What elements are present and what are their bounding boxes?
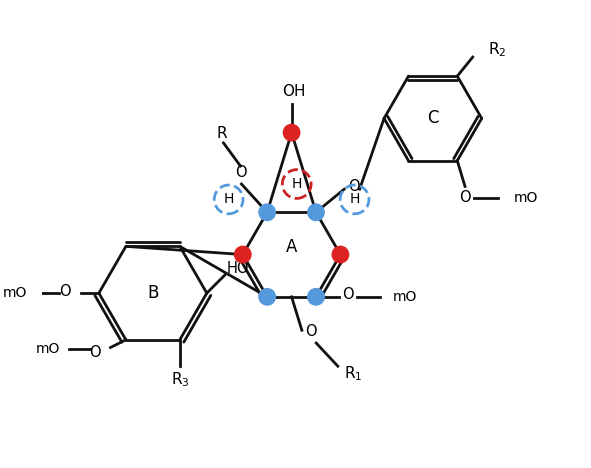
- Text: R: R: [217, 126, 228, 141]
- Text: O: O: [348, 179, 359, 194]
- Text: mO: mO: [514, 190, 538, 205]
- Text: O: O: [235, 165, 246, 180]
- Circle shape: [235, 246, 251, 263]
- Text: H: H: [291, 177, 302, 191]
- Text: O: O: [306, 324, 317, 339]
- Text: B: B: [147, 284, 158, 302]
- Circle shape: [332, 246, 349, 263]
- Circle shape: [259, 289, 275, 305]
- Circle shape: [308, 289, 324, 305]
- Text: R$_2$: R$_2$: [488, 40, 506, 59]
- Text: mO: mO: [393, 290, 417, 304]
- Text: O: O: [59, 284, 71, 299]
- Text: R$_1$: R$_1$: [344, 365, 362, 383]
- Circle shape: [308, 204, 324, 220]
- Text: OH: OH: [282, 84, 306, 99]
- Text: H: H: [223, 192, 234, 206]
- Text: O: O: [342, 287, 354, 302]
- Text: O: O: [90, 345, 101, 360]
- Text: C: C: [427, 110, 439, 127]
- Circle shape: [283, 124, 300, 141]
- Text: R$_3$: R$_3$: [171, 371, 189, 389]
- Text: mO: mO: [2, 286, 27, 300]
- Text: mO: mO: [35, 342, 60, 356]
- Text: HO: HO: [226, 261, 249, 276]
- Text: A: A: [286, 238, 297, 256]
- Text: H: H: [349, 192, 360, 206]
- Circle shape: [259, 204, 275, 220]
- Text: O: O: [459, 190, 471, 205]
